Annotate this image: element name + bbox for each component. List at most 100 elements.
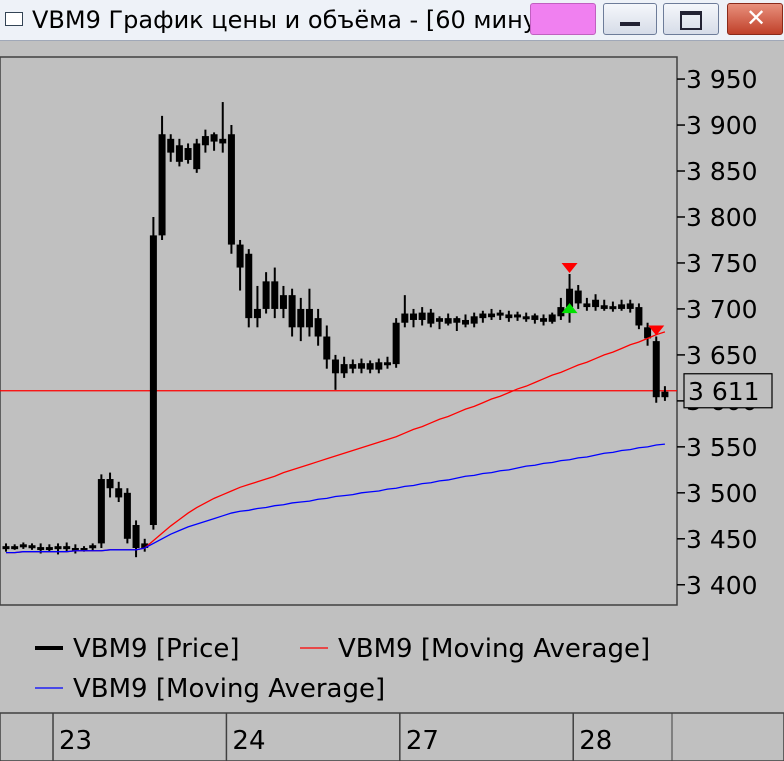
candle-body [11,546,19,550]
candle-body [496,312,504,316]
candle-body [652,341,660,398]
candle-body [366,363,374,370]
candle-body [566,288,574,308]
x-tick-label: 28 [579,726,612,756]
candle-body [288,295,296,328]
sell-signal [561,262,578,273]
minimize-button[interactable] [603,3,657,35]
candle-body [479,313,487,319]
y-tick-label: 3 750 [686,249,758,278]
candle-body [661,391,669,398]
last-price-box [683,373,773,409]
candle-body [340,364,348,374]
close-button[interactable]: ✕ [727,3,783,35]
candle-body [63,546,71,550]
candle-body [635,307,643,326]
candle-body [193,143,201,170]
candle-body [427,312,435,324]
candle-body [271,281,279,309]
candle-body [618,304,626,309]
date-axis [0,712,784,761]
moving-average-line [6,443,665,554]
candle-body [436,318,443,322]
y-tick-label: 3 700 [686,295,758,324]
candle-body [236,244,244,268]
candle-body [531,315,539,320]
candle-body [219,138,227,144]
last-price-label: 3 611 [688,377,760,406]
candle-body [514,314,522,318]
sell-signal [648,325,665,336]
candle-body [557,307,565,317]
candle-body [19,544,27,548]
candle-body [279,295,287,309]
candle-body [80,547,88,551]
candle-body [37,547,45,551]
candle-body [297,308,305,328]
candle-body [132,525,140,548]
candle-body [462,319,470,325]
y-tick-label: 3 800 [686,203,758,232]
link-button[interactable] [530,3,596,35]
candle-body [2,546,10,550]
candle-body [409,313,417,320]
y-tick-label: 3 500 [686,479,758,508]
candle-body [540,318,548,322]
candle-body [141,543,149,548]
window-title: VBM9 График цены и объёма - [60 минут] [32,6,532,34]
candle-body [167,138,175,153]
candle-body [45,547,53,551]
candle-body [210,134,218,142]
candle-body [522,316,530,320]
candle-body [444,318,452,324]
candle-body [644,327,652,339]
candle-body [609,306,617,310]
candle-body [548,314,556,322]
candle-body [331,359,339,374]
candle-body [453,318,461,323]
candle-body [184,148,192,160]
candle-body [245,253,253,319]
candle-body [54,546,62,550]
candle-body [227,134,235,245]
x-tick-label: 24 [232,726,265,756]
candle-body [28,545,36,549]
candle-body [314,318,322,337]
candle-body [175,145,183,162]
candle-body [470,316,478,324]
legend-label: VBM9 [Moving Average] [73,674,385,704]
candle-body [375,362,383,370]
candle-body [392,322,400,365]
maximize-button[interactable] [663,3,719,35]
app-icon [5,12,23,26]
candle-body [253,308,261,319]
candle-body [97,479,105,544]
candle-body [357,363,365,369]
y-tick-label: 3 850 [686,157,758,186]
candle-body [418,312,426,320]
candle-body [115,488,123,498]
candle-body [89,545,97,549]
candle-body [583,303,591,308]
candle-body [574,290,582,304]
buy-signal [561,303,578,314]
candle-body [106,479,114,489]
plot-area [0,56,678,606]
y-tick-label: 3 400 [686,571,758,600]
legend-label: VBM9 [Price] [73,634,240,664]
x-tick-label: 27 [406,726,439,756]
y-tick-label: 3 950 [686,65,758,94]
y-tick-label: 3 900 [686,111,758,140]
candle-body [123,492,131,539]
candle-body [488,313,496,318]
title-bar: VBM9 График цены и объёма - [60 минут] ✕ [0,0,784,41]
candle-body [201,136,209,146]
candle-body [505,314,513,319]
candle-body [158,134,166,236]
candle-body [600,305,608,309]
y-tick-label: 3 450 [686,525,758,554]
candle-body [401,313,409,323]
x-tick-label: 23 [59,726,92,756]
candle-body [383,362,391,366]
